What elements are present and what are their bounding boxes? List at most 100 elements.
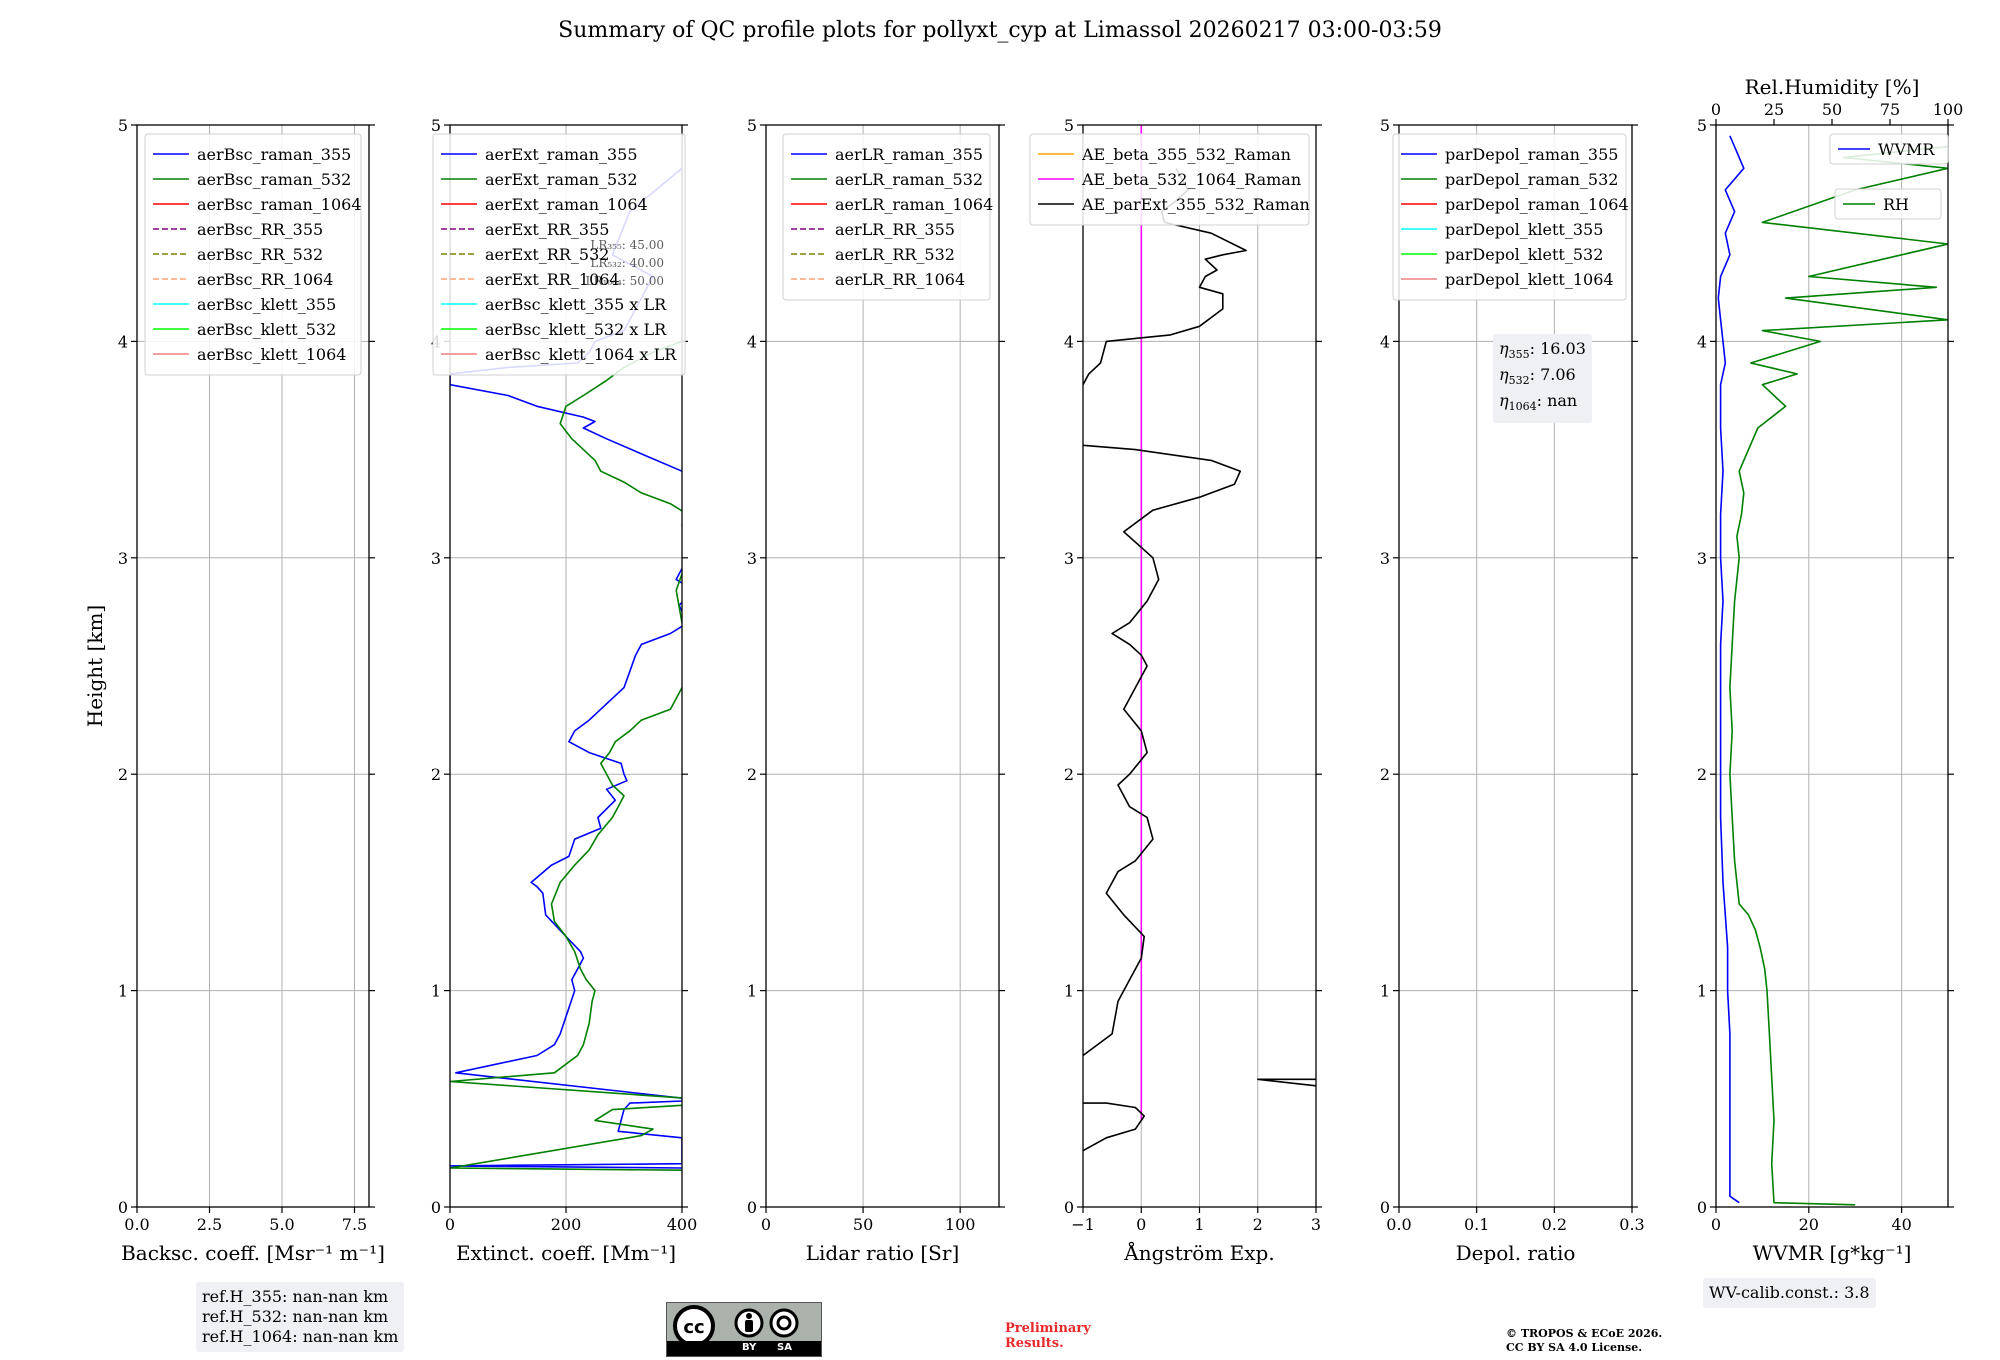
legend-label-aerBsc_RR_355: aerBsc_RR_355	[197, 220, 323, 239]
legend-box	[1029, 133, 1310, 226]
eta-355: η355: 16.03	[1499, 339, 1586, 362]
legend-label-aerBsc_klett_532: aerBsc_klett_532	[197, 320, 336, 339]
y-tick-label-5: 5	[1697, 116, 1707, 135]
y-axis-label: Height [km]	[83, 605, 107, 727]
cc-icons: cc	[673, 1305, 799, 1343]
x-axis-label: Depol. ratio	[1456, 1241, 1576, 1265]
legend-box-rh	[1834, 188, 1942, 220]
legend-label-parDepol_klett_355: parDepol_klett_355	[1445, 220, 1603, 239]
by-person-body	[745, 1320, 753, 1332]
lr-annotation-2: LR₁₀₆₄: 50.00	[586, 274, 664, 288]
y-tick-label-0: 0	[747, 1198, 757, 1217]
wv-calib-box: WV-calib.const.: 3.8	[1703, 1278, 1876, 1308]
cc-badge-strip: BY SA	[667, 1341, 821, 1356]
ref-height-1064: ref.H_1064: nan-nan km	[202, 1327, 399, 1346]
preliminary-note: Preliminary Results.	[1005, 1321, 1115, 1351]
legend-label-aerLR_raman_355: aerLR_raman_355	[835, 145, 983, 164]
panel-depolarization: 0.0 0.1 0.2 0.3 0 1 2 3 4 5 Depol. ratio parDepol_r…	[1380, 116, 1645, 1265]
preliminary-line-1: Preliminary	[1005, 1321, 1091, 1336]
series-group	[450, 165, 682, 1171]
legend-box	[782, 133, 991, 301]
x-tick-label-3: 7.5	[342, 1215, 367, 1234]
legend: AE_beta_355_532_Raman AE_beta_532_1064_Ra…	[1029, 133, 1310, 226]
legend-label-aerExt_RR_355: aerExt_RR_355	[485, 220, 609, 239]
x-tick-label-2: 100	[945, 1215, 976, 1234]
y-tick-label-1: 1	[118, 982, 128, 1001]
legend-label-aerBsc_raman_355: aerBsc_raman_355	[197, 145, 351, 164]
legend: aerBsc_raman_355 aerBsc_raman_532 aerBsc_r…	[144, 133, 362, 376]
x-axis-label: Backsc. coeff. [Msr⁻¹ m⁻¹]	[121, 1241, 385, 1265]
legend-label-RH: RH	[1883, 195, 1909, 214]
x-tick-label-3: 0.3	[1619, 1215, 1644, 1234]
panel-backscatter: 0.0 2.5 5.0 7.5 0 1 2 3 4 5 Backsc. coeff. [Msr⁻¹ …	[83, 116, 385, 1265]
legend-label-aerExt_raman_532: aerExt_raman_532	[485, 170, 638, 189]
legend-label-aerLR_RR_532: aerLR_RR_532	[835, 245, 955, 264]
y-tick-label-3: 3	[1380, 549, 1390, 568]
y-tick-label-0: 0	[118, 1198, 128, 1217]
legend-box-wvmr	[1829, 133, 1949, 165]
y-tick-label-5: 5	[431, 116, 441, 135]
panel-lidar_ratio: 0 50 100 0 1 2 3 4 5 Lidar ratio [Sr] aerLR_raman_…	[747, 116, 1005, 1265]
y-tick-label-0: 0	[1064, 1198, 1074, 1217]
panel-extinction: 0200400012345Extinct. coeff. [Mm⁻¹]aerEx…	[431, 116, 697, 1265]
y-tick-label-1: 1	[1380, 982, 1390, 1001]
y-tick-label-4: 4	[1697, 332, 1707, 351]
series-line-RH	[1729, 145, 1948, 1206]
ref-height-355: ref.H_355: nan-nan km	[202, 1287, 389, 1306]
eta-532: η532: 7.06	[1499, 365, 1576, 388]
legend-label-aerExt_RR_1064: aerExt_RR_1064	[485, 270, 620, 289]
legend-label-AE_beta_355_532_Raman: AE_beta_355_532_Raman	[1081, 145, 1291, 164]
copyright-line-2: CC BY SA 4.0 License.	[1506, 1341, 1643, 1354]
x-tick-label-2: 40	[1891, 1215, 1911, 1234]
legend-label-aerExt_raman_1064: aerExt_raman_1064	[485, 195, 648, 214]
y-tick-label-3: 3	[747, 549, 757, 568]
y-tick-label-1: 1	[431, 982, 441, 1001]
x-tick-label-2: 5.0	[269, 1215, 294, 1234]
legend-label-aerBsc_RR_532: aerBsc_RR_532	[197, 245, 323, 264]
y-tick-label-5: 5	[1064, 116, 1074, 135]
x-tick-label-1: 200	[551, 1215, 582, 1234]
legend-label-aerBsc_klett_532 x LR: aerBsc_klett_532 x LR	[485, 320, 667, 339]
y-tick-label-3: 3	[431, 549, 441, 568]
cc-logo-icon	[673, 1305, 715, 1343]
legend: aerLR_raman_355 aerLR_raman_532 aerLR_rama…	[782, 133, 993, 301]
y-tick-label-4: 4	[1380, 332, 1390, 351]
y-tick-label-2: 2	[1064, 765, 1074, 784]
legend-label-AE_beta_532_1064_Raman: AE_beta_532_1064_Raman	[1081, 170, 1301, 189]
legend: WVMR RH	[1829, 133, 1949, 220]
wv-calib-const: WV-calib.const.: 3.8	[1709, 1283, 1870, 1302]
series-line-AE_parExt_355_532_Raman	[1083, 167, 1316, 1152]
y-tick-label-4: 4	[118, 332, 128, 351]
legend-label-aerBsc_klett_355 x LR: aerBsc_klett_355 x LR	[485, 295, 667, 314]
y-tick-label-5: 5	[118, 116, 128, 135]
y-tick-label-3: 3	[1064, 549, 1074, 568]
y-tick-label-1: 1	[1697, 982, 1707, 1001]
axes-frame	[1398, 124, 1633, 1208]
cc-license-badge: cc BY SA	[666, 1302, 822, 1357]
legend-label-parDepol_raman_532: parDepol_raman_532	[1445, 170, 1618, 189]
x-tick-label-1: 20	[1799, 1215, 1819, 1234]
legend-label-WVMR: WVMR	[1878, 140, 1935, 159]
y-tick-label-1: 1	[1064, 982, 1074, 1001]
x-tick-label-1: 0.1	[1464, 1215, 1489, 1234]
legend-label-aerBsc_RR_1064: aerBsc_RR_1064	[197, 270, 333, 289]
eta-1064: η1064: nan	[1499, 391, 1578, 414]
series-line-WVMR	[1717, 135, 1745, 1204]
legend-label-AE_parExt_355_532_Raman: AE_parExt_355_532_Raman	[1081, 195, 1310, 214]
x-axis-label: Extinct. coeff. [Mm⁻¹]	[456, 1241, 676, 1265]
y-tick-label-2: 2	[118, 765, 128, 784]
y-tick-label-2: 2	[1380, 765, 1390, 784]
legend-label-aerBsc_klett_1064: aerBsc_klett_1064	[197, 345, 346, 364]
top-x-axis-label: Rel.Humidity [%]	[1745, 75, 1920, 99]
x-tick-label-2: 1	[1194, 1215, 1204, 1234]
y-tick-label-4: 4	[1064, 332, 1074, 351]
axes-frame	[136, 124, 370, 1208]
ref-height-box: ref.H_355: nan-nan km ref.H_532: nan-nan…	[196, 1282, 405, 1352]
legend-label-aerBsc_klett_355: aerBsc_klett_355	[197, 295, 336, 314]
y-tick-label-2: 2	[1697, 765, 1707, 784]
top-x-tick-label-1: 25	[1764, 100, 1784, 119]
legend-box	[432, 133, 686, 376]
x-tick-label-1: 2.5	[197, 1215, 222, 1234]
y-tick-label-5: 5	[747, 116, 757, 135]
copyright-note: © TROPOS & ECoE 2026. CC BY SA 4.0 Licen…	[1506, 1327, 1726, 1355]
